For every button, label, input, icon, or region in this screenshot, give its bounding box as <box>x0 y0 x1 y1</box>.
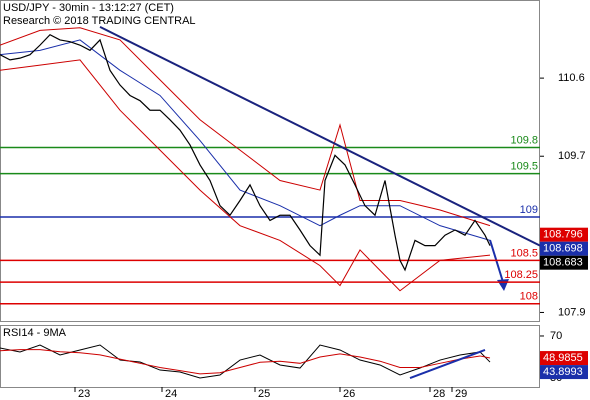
rsi-box <box>540 365 588 380</box>
price-box-label: 108.683 <box>543 257 583 269</box>
price-box <box>540 255 588 270</box>
y-tick-label: 109.7 <box>558 150 586 162</box>
x-tick-label: 25 <box>258 388 270 400</box>
level-label: 109 <box>520 204 538 216</box>
rsi-tick-label: 70 <box>550 330 562 342</box>
band-lower <box>0 59 491 292</box>
main-frame <box>0 0 540 322</box>
level-label: 109.5 <box>510 160 538 172</box>
price-box <box>540 227 588 242</box>
rsi-box-label: 48.9855 <box>543 352 583 364</box>
rsi-trendline <box>409 349 486 379</box>
x-tick-label: 28 <box>433 388 445 400</box>
rsi-line <box>0 344 491 379</box>
trendline <box>99 26 541 247</box>
x-tick-label: 29 <box>455 388 467 400</box>
price-box-label: 108.796 <box>543 229 583 241</box>
rsi-line <box>0 349 491 375</box>
level-label: 108 <box>520 291 538 303</box>
price-box-label: 108.698 <box>543 243 583 255</box>
rsi-box-label: 43.8993 <box>543 366 583 378</box>
level-label: 108.5 <box>510 247 538 259</box>
chart-title: USD/JPY - 30min - 13:12:27 (CET) <box>3 2 174 14</box>
level-label: 109.8 <box>510 134 538 146</box>
band-upper <box>0 27 491 227</box>
x-tick-label: 23 <box>78 388 90 400</box>
rsi-frame <box>0 325 540 388</box>
price-line <box>0 33 491 272</box>
y-tick-label: 107.9 <box>558 306 586 318</box>
price-box <box>540 241 588 256</box>
level-label: 108.25 <box>504 269 538 281</box>
band-ma <box>0 39 491 241</box>
x-tick-label: 26 <box>343 388 355 400</box>
rsi-box <box>540 351 588 366</box>
x-tick-label: 24 <box>165 388 177 400</box>
y-tick-label: 110.6 <box>558 72 585 84</box>
rsi-label: RSI14 - 9MA <box>3 327 67 339</box>
chart-subtitle: Research © 2018 TRADING CENTRAL <box>3 15 196 27</box>
